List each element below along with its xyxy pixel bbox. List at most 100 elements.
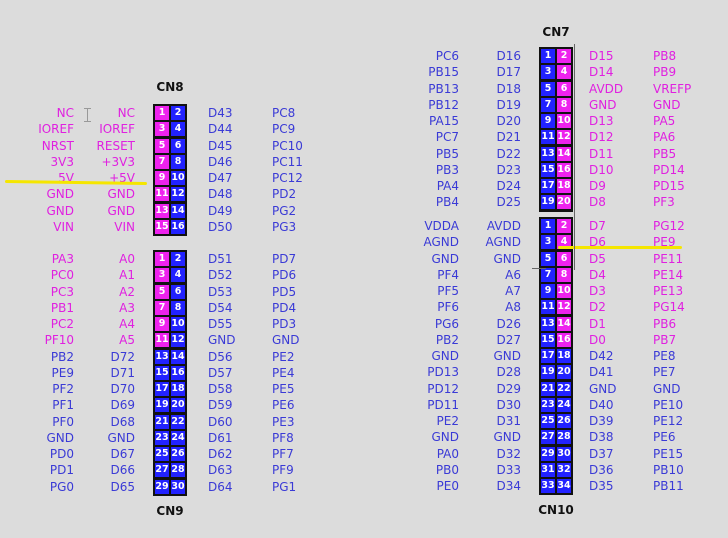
- pin-13: 13: [541, 146, 555, 161]
- pin-label-left-inner: A3: [119, 300, 135, 315]
- pin-3: 3: [155, 268, 169, 283]
- pin-label-left-outer: PB15: [428, 65, 459, 80]
- pin-label-left-outer: PB0: [435, 462, 459, 477]
- pin-12: 12: [557, 300, 571, 315]
- pin-32: 32: [557, 462, 571, 477]
- pin-23: 23: [155, 430, 169, 445]
- pin-label-left-outer: IOREF: [38, 122, 74, 137]
- pin-label-right-inner: GND: [589, 97, 617, 112]
- pin-label-left-inner: D70: [110, 382, 135, 396]
- pin-label-right-inner: D0: [589, 332, 606, 347]
- pin-label-left-inner: D26: [496, 316, 521, 331]
- pin-label-left-outer: PF6: [437, 300, 459, 315]
- pin-label-right-inner: D11: [589, 146, 614, 161]
- pin-27: 27: [155, 463, 169, 478]
- pin-5: 5: [155, 284, 169, 299]
- pin-label-left-outer: PD0: [49, 447, 74, 461]
- pin-label-left-inner: A6: [505, 267, 521, 282]
- pin-label-right-outer: PE2: [272, 349, 295, 364]
- pin-label-right-outer: GND: [653, 381, 681, 396]
- pin-label-left-inner: D32: [496, 446, 521, 461]
- pin-label-left-inner: D69: [110, 398, 135, 413]
- pin-label-right-inner: D62: [208, 447, 233, 461]
- pin-4: 4: [557, 65, 571, 80]
- pin-label-right-inner: D1: [589, 316, 606, 331]
- pin-21: 21: [541, 381, 555, 396]
- pin-label-left-outer: GND: [431, 349, 459, 363]
- pin-8: 8: [171, 154, 185, 169]
- pin-label-right-outer: PE15: [653, 446, 684, 461]
- pin-16: 16: [171, 219, 185, 234]
- pin-4: 4: [171, 122, 185, 137]
- pin-label-right-outer: PE6: [272, 398, 295, 413]
- pin-label-right-outer: PG2: [272, 203, 297, 218]
- pin-4: 4: [171, 268, 185, 283]
- pin-label-right-outer: PF9: [272, 463, 294, 478]
- pin-label-right-outer: PG3: [272, 219, 297, 234]
- pin-label-left-outer: PA4: [436, 179, 459, 193]
- pin-label-right-outer: PE10: [653, 397, 684, 412]
- pin-5: 5: [541, 251, 555, 266]
- pin-label-right-outer: PC12: [272, 171, 303, 185]
- pin-12: 12: [557, 130, 571, 145]
- pin-3: 3: [541, 235, 555, 250]
- pin-label-left-inner: D27: [496, 332, 521, 347]
- pin-label-left-inner: D28: [496, 365, 521, 380]
- pin-12: 12: [171, 333, 185, 348]
- pin-label-right-inner: D63: [208, 463, 233, 478]
- pin-11: 11: [155, 187, 169, 202]
- pin-8: 8: [557, 267, 571, 282]
- pin-label-right-inner: D36: [589, 462, 614, 477]
- pin-3: 3: [541, 65, 555, 80]
- pin-label-left-inner: D66: [110, 463, 135, 478]
- pin-label-right-inner: D42: [589, 349, 614, 363]
- pin-label-right-outer: PG12: [653, 219, 685, 233]
- pin-label-left-inner: D23: [496, 162, 521, 177]
- pin-label-left-outer: PB4: [435, 195, 459, 210]
- pin-label-left-outer: PB12: [428, 97, 459, 112]
- pin-label-right-inner: D57: [208, 365, 233, 380]
- pin-label-right-outer: PG1: [272, 479, 297, 494]
- pin-label-left-outer: PB3: [435, 162, 459, 177]
- pin-label-right-inner: D49: [208, 203, 233, 218]
- pin-label-right-outer: PB8: [653, 49, 677, 63]
- pin-28: 28: [171, 463, 185, 478]
- pin-14: 14: [171, 349, 185, 364]
- pin-2: 2: [557, 219, 571, 233]
- pin-label-left-inner: AGND: [485, 235, 521, 250]
- pin-label-right-outer: PB9: [653, 65, 677, 80]
- pin-label-right-inner: D15: [589, 49, 614, 63]
- pin-label-right-outer: PC8: [272, 106, 296, 120]
- pin-label-left-inner: IOREF: [99, 122, 135, 137]
- pin-4: 4: [557, 235, 571, 250]
- pin-13: 13: [155, 203, 169, 218]
- pin-label-right-inner: D53: [208, 284, 233, 299]
- pin-label-right-inner: D4: [589, 267, 606, 282]
- pin-label-left-outer: PF5: [437, 284, 459, 298]
- pin-label-right-inner: D10: [589, 162, 614, 177]
- pin-label-right-inner: D59: [208, 398, 233, 413]
- pin-label-right-inner: D13: [589, 114, 614, 128]
- pin-label-left-outer: 3V3: [50, 154, 74, 169]
- pin-label-right-outer: PE7: [653, 365, 676, 380]
- pin-label-right-outer: PE11: [653, 251, 684, 266]
- pin-18: 18: [557, 349, 571, 363]
- pin-label-right-inner: D48: [208, 187, 233, 202]
- pin-label-right-inner: D58: [208, 382, 233, 396]
- pin-label-left-outer: PB2: [50, 349, 74, 364]
- pin-label-right-outer: VREFP: [653, 81, 692, 96]
- pin-5: 5: [541, 81, 555, 96]
- pin-label-left-outer: PF10: [44, 333, 74, 348]
- pin-33: 33: [541, 479, 555, 493]
- pin-label-left-inner: D29: [496, 381, 521, 396]
- pin-30: 30: [557, 446, 571, 461]
- pin-9: 9: [541, 284, 555, 298]
- pin-label-left-outer: PC0: [50, 268, 74, 283]
- pin-7: 7: [541, 97, 555, 112]
- pin-2: 2: [171, 106, 185, 120]
- pin-label-left-inner: D72: [110, 349, 135, 364]
- pin-label-left-inner: D68: [110, 414, 135, 429]
- pin-label-left-inner: GND: [493, 251, 521, 266]
- pin-label-left-outer: PE9: [51, 365, 74, 380]
- pin-label-left-outer: PE0: [436, 479, 459, 493]
